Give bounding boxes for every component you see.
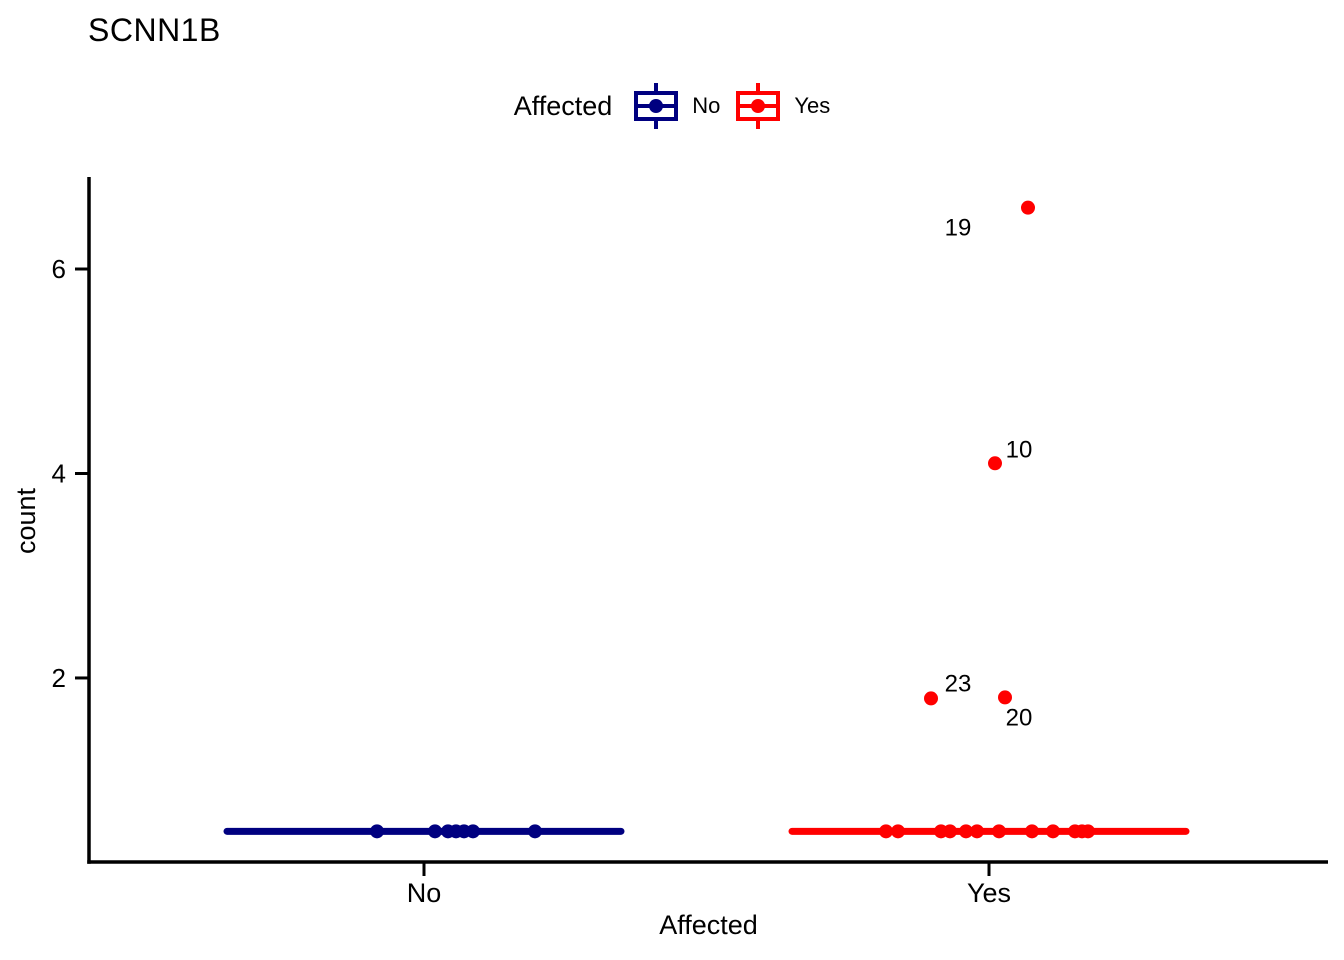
- annotation-label: 20: [1006, 704, 1033, 731]
- x-category-label: Yes: [967, 878, 1011, 908]
- annotation-label: 10: [1006, 436, 1033, 463]
- y-tick-label: 2: [52, 663, 66, 693]
- boxplot-key-icon-no: [632, 83, 680, 129]
- y-tick-label: 6: [52, 254, 66, 284]
- jitter-point-no: [466, 824, 480, 839]
- key-dot: [649, 99, 664, 113]
- x-category-label: No: [407, 878, 442, 908]
- legend-label-no: No: [692, 93, 721, 118]
- legend-label-yes: Yes: [794, 93, 831, 118]
- jitter-point-yes: [959, 824, 973, 839]
- jitter-point-yes: [891, 824, 905, 839]
- y-axis-title: count: [11, 487, 41, 555]
- jitter-point-yes: [988, 456, 1002, 471]
- jitter-point-yes: [1046, 824, 1060, 839]
- x-axis-title: Affected: [659, 910, 758, 940]
- jitter-point-yes: [1081, 824, 1095, 839]
- annotation-label: 23: [945, 670, 972, 697]
- legend-title: Affected: [513, 90, 613, 121]
- key-dot: [751, 99, 766, 113]
- legend-entry-yes: Yes: [734, 83, 830, 129]
- jitter-point-no: [370, 824, 384, 839]
- jitter-point-yes: [1021, 200, 1035, 215]
- y-tick-label: 4: [52, 458, 66, 488]
- annotation-label: 19: [945, 215, 972, 242]
- jitter-point-yes: [943, 824, 957, 839]
- boxplot-key-icon-yes: [734, 83, 782, 129]
- jitter-point-no: [428, 824, 442, 839]
- jitter-point-yes: [879, 824, 893, 839]
- legend-entry-no: No: [632, 83, 720, 129]
- chart-title: SCNN1B: [88, 12, 221, 48]
- jitter-point-yes: [998, 690, 1012, 705]
- jitter-point-yes: [992, 824, 1006, 839]
- jitter-point-yes: [924, 691, 938, 706]
- jitter-point-yes: [970, 824, 984, 839]
- jitter-point-no: [528, 824, 542, 839]
- legend: Affected No Yes: [0, 80, 1344, 132]
- jitter-point-yes: [1025, 824, 1039, 839]
